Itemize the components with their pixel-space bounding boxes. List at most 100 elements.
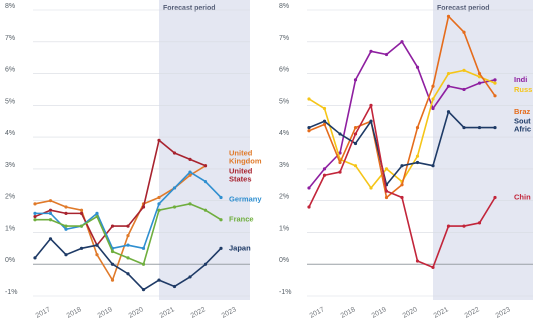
data-point-united-states [33, 214, 37, 219]
data-point-united-states [79, 211, 84, 215]
data-point-russia [369, 186, 373, 190]
data-point-japan [172, 284, 177, 289]
data-point-south-africa [400, 164, 404, 168]
data-point-united-states [188, 157, 192, 161]
series-label-germany: Germany [229, 194, 262, 203]
data-point-india [353, 78, 358, 82]
y-tick-label: 7% [5, 35, 15, 42]
data-point-japan [48, 237, 53, 241]
data-point-germany [126, 243, 130, 247]
y-tick-label: 3% [279, 162, 289, 169]
series-label-south-africa: Sout Afric [514, 117, 531, 134]
chart-panel-1: Forecast period -1% 0% 1% 2% 3% 4% 5% 6% 7% 8% 2017… [5, 0, 262, 320]
data-point-south-africa [415, 160, 420, 165]
data-point-china [384, 189, 389, 193]
y-tick-label: 6% [5, 67, 15, 74]
y-tick-label: 6% [279, 67, 289, 74]
data-point-china [446, 224, 451, 228]
data-point-united-kingdom [48, 199, 53, 203]
data-point-india [307, 186, 311, 190]
data-point-japan [203, 262, 208, 266]
data-point-south-africa [493, 125, 497, 130]
data-point-france [95, 214, 99, 219]
data-point-china [338, 170, 342, 174]
data-point-united-states [126, 224, 130, 228]
data-point-russia [384, 167, 389, 171]
data-point-china [493, 195, 497, 200]
data-point-japan [157, 278, 161, 282]
chart-panel-2: Forecast period -1% 0% 1% 2% 3% 4% 5% 6% 7% 8% 2017… [279, 0, 533, 320]
data-point-south-africa [338, 132, 342, 136]
series-label-china: Chin [514, 192, 531, 201]
data-point-brazil [322, 122, 327, 126]
data-point-united-states [203, 164, 208, 168]
series-label-line: Braz [514, 107, 531, 116]
data-point-germany [172, 186, 177, 190]
data-point-united-kingdom [64, 205, 68, 209]
data-point-south-africa [353, 141, 358, 146]
data-point-united-states [64, 211, 68, 215]
x-tick-label: 2019 [371, 306, 388, 320]
data-point-india [462, 87, 466, 92]
series-label-france: France [229, 215, 254, 224]
y-tick-label: 1% [5, 225, 15, 232]
data-point-russia [431, 97, 435, 101]
data-point-japan [79, 246, 84, 250]
forecast-label: Forecast period [163, 5, 216, 12]
series-label-line: France [229, 215, 254, 224]
data-point-france [172, 205, 177, 209]
data-point-south-africa [462, 125, 466, 130]
data-point-russia [322, 106, 327, 111]
y-tick-label: 5% [279, 98, 289, 105]
data-point-india [415, 65, 420, 69]
data-point-united-states [141, 205, 146, 209]
data-point-japan [126, 272, 130, 276]
data-point-brazil [384, 195, 389, 200]
y-tick-label: 4% [279, 130, 289, 137]
data-point-france [48, 218, 53, 222]
series-label-japan: Japan [229, 243, 251, 252]
data-point-south-africa [307, 125, 311, 130]
data-point-france [64, 224, 68, 228]
data-point-india [400, 40, 404, 44]
series-label-line: Kingdom [229, 157, 262, 166]
data-point-germany [203, 180, 208, 184]
data-point-south-africa [477, 125, 482, 130]
forecast-area [433, 0, 533, 300]
y-tick-label: -1% [5, 289, 17, 296]
y-tick-label: 2% [279, 194, 289, 201]
data-point-brazil [431, 84, 435, 88]
y-tick-label: 1% [279, 225, 289, 232]
y-tick-label: 4% [5, 130, 15, 137]
data-point-united-kingdom [126, 234, 130, 238]
series-label-line: Russ [514, 85, 532, 94]
data-point-united-kingdom [157, 195, 161, 200]
y-tick-label: 8% [279, 3, 289, 10]
data-point-russia [307, 97, 311, 101]
x-tick-label: 2017 [309, 306, 326, 320]
forecast-label: Forecast period [437, 5, 490, 12]
data-point-germany [64, 227, 68, 231]
series-label-russia: Russ [514, 85, 532, 94]
data-point-china [322, 173, 327, 177]
data-point-brazil [400, 183, 404, 187]
data-point-brazil [338, 160, 342, 165]
series-label-brazil: Braz [514, 107, 531, 116]
data-point-france [79, 224, 84, 228]
data-point-united-kingdom [110, 278, 115, 282]
data-point-japan [219, 246, 223, 250]
data-point-india [477, 81, 482, 85]
data-point-india [431, 106, 435, 111]
x-tick-label: 2020 [128, 306, 145, 320]
data-point-japan [110, 262, 115, 266]
data-point-france [203, 208, 208, 212]
data-point-russia [446, 71, 451, 76]
data-point-brazil [307, 129, 311, 133]
data-point-united-states [172, 151, 177, 155]
data-point-india [369, 49, 373, 53]
y-tick-label: 5% [5, 98, 15, 105]
data-point-south-africa [322, 119, 327, 123]
data-point-germany [141, 246, 146, 250]
data-point-china [307, 205, 311, 209]
data-point-russia [462, 68, 466, 72]
